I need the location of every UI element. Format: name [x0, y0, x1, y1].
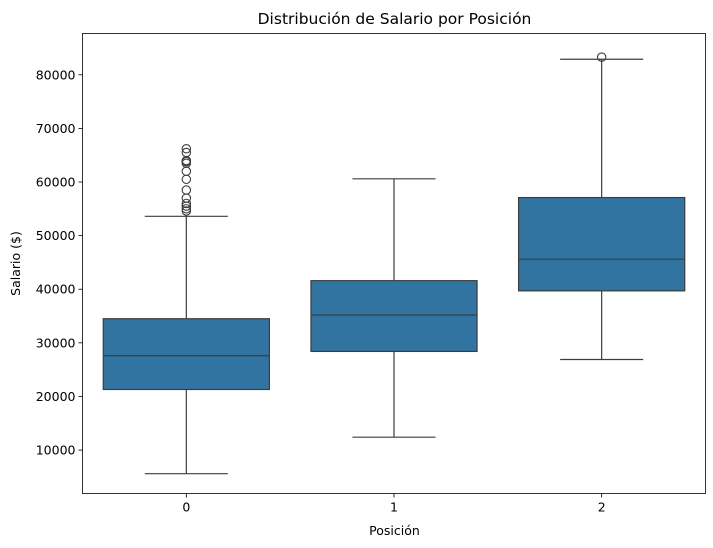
outlier-point — [596, 52, 607, 62]
y-tick-label: 50000 — [36, 228, 76, 243]
iqr-box — [102, 318, 271, 391]
outlier-point — [181, 147, 192, 158]
box-group-1 — [310, 178, 478, 438]
chart-title: Distribución de Salario por Posición — [258, 10, 532, 28]
outlier-point — [181, 174, 192, 185]
iqr-box — [310, 280, 478, 353]
outlier-point — [181, 166, 192, 177]
outlier-point — [181, 193, 192, 203]
y-tick-label: 80000 — [36, 67, 76, 82]
x-axis: 0 1 2 — [182, 493, 606, 515]
y-tick-label: 20000 — [36, 389, 76, 404]
y-tick-label: 70000 — [36, 121, 76, 136]
y-axis-label: Salario ($) — [8, 231, 23, 296]
outlier-point — [181, 198, 192, 209]
x-tick-label: 2 — [598, 500, 606, 515]
x-tick-label: 1 — [390, 500, 398, 515]
y-tick-label: 30000 — [36, 335, 76, 350]
x-axis-label: Posición — [369, 523, 420, 538]
box-group-0 — [102, 144, 271, 475]
iqr-box — [517, 196, 686, 292]
y-tick-label: 10000 — [36, 443, 76, 458]
y-axis: 10000 20000 30000 40000 50000 60000 70000 80000 — [36, 67, 83, 458]
outlier-point — [181, 204, 192, 214]
outlier-point — [181, 185, 192, 195]
x-tick-label: 0 — [182, 500, 190, 515]
box-group-2 — [517, 52, 686, 361]
y-tick-label: 60000 — [36, 175, 76, 190]
outlier-point — [181, 144, 192, 154]
y-tick-label: 40000 — [36, 282, 76, 297]
boxes-layer — [102, 52, 686, 475]
